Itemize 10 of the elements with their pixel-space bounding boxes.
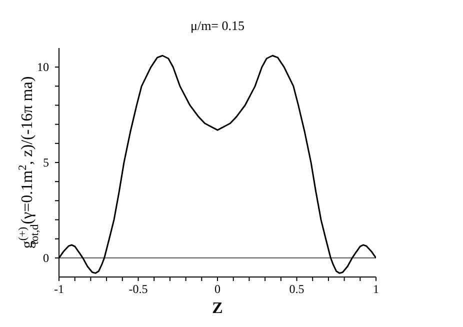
y-tick-label: 0 [43, 250, 49, 265]
x-tick-label: -1 [54, 282, 64, 296]
y-tick-label: 10 [37, 60, 49, 74]
chart-title: μ/m= 0.15 [190, 18, 245, 33]
x-tick-label: -0.5 [128, 282, 148, 296]
x-tick-label: 0.5 [289, 282, 304, 296]
y-tick-label: 5 [43, 156, 49, 170]
x-tick-label: 1 [373, 282, 379, 296]
x-axis-title: Z [212, 300, 223, 317]
x-tick-label: 0 [214, 282, 220, 296]
